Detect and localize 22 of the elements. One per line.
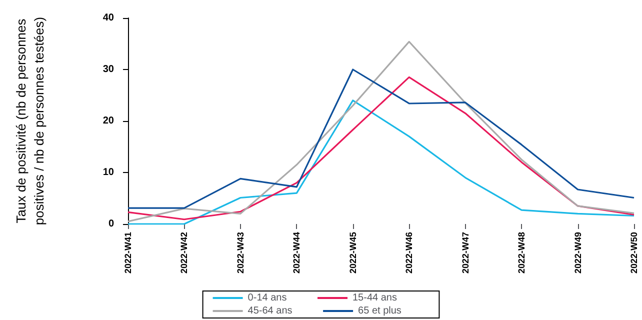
y-tick-label: 30 <box>102 64 114 75</box>
x-tick-label: 2022-W44 <box>292 232 302 274</box>
y-axis-title: Taux de positivité (nb de personnes positives / nb de personnes testées) <box>14 16 46 226</box>
legend-label: 45-64 ans <box>248 306 320 316</box>
legend-label: 65 et plus <box>358 306 430 316</box>
y-tick-label: 0 <box>108 218 114 230</box>
x-tick-label: 2022-W47 <box>460 232 470 274</box>
y-tick-label: 20 <box>102 116 114 126</box>
legend-label: 0-14 ans <box>248 292 314 304</box>
legend-label: 15-44 ans <box>352 292 425 304</box>
x-tick-label: 2022-W45 <box>348 232 358 274</box>
x-tick-label: 2022-W46 <box>404 232 414 274</box>
line-series <box>127 100 635 225</box>
line-series <box>127 40 635 222</box>
x-tick-label: 2022-W41 <box>123 232 133 274</box>
x-tick-label: 2022-W43 <box>235 232 246 274</box>
x-tick-label: 2022-W48 <box>516 232 527 274</box>
y-tick-label: 40 <box>102 12 114 24</box>
y-tick-label: 10 <box>102 167 114 178</box>
x-tick-label: 2022-W49 <box>572 232 583 274</box>
x-tick-label: 2022-W50 <box>629 232 639 274</box>
x-tick-label: 2022-W42 <box>179 232 190 274</box>
